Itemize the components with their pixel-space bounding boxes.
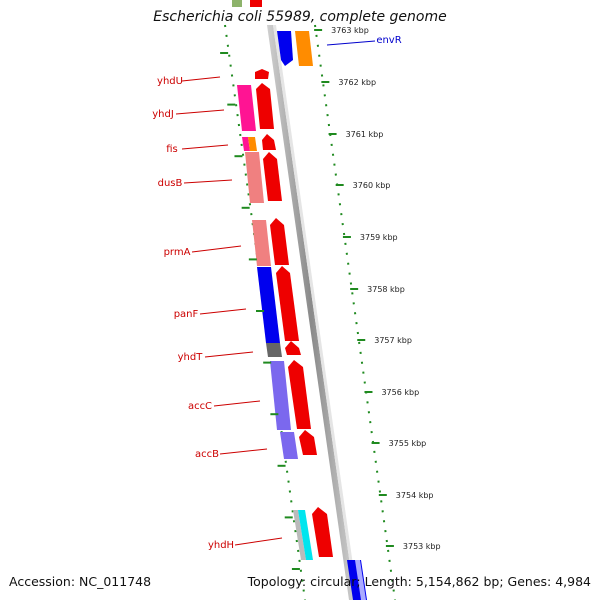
arrow-accB xyxy=(299,430,317,455)
scale-label: 3760 kbp xyxy=(353,181,391,190)
gene-block-envR xyxy=(295,31,313,66)
arrow-dusB xyxy=(263,152,282,201)
gene-leader-yhdJ xyxy=(175,109,225,115)
gene-block-prmA xyxy=(252,220,271,266)
gene-leader-prmA xyxy=(191,245,242,253)
right-boundary xyxy=(314,24,396,600)
scale-label: 3762 kbp xyxy=(338,78,376,87)
scale-label: 3758 kbp xyxy=(367,285,405,294)
partial-gene-olive xyxy=(232,0,242,7)
accession-text: Accession: NC_011748 xyxy=(9,574,152,589)
gene-block-panF xyxy=(257,267,280,343)
scale-label: 3754 kbp xyxy=(396,491,434,500)
gene-label-prmA: prmA xyxy=(164,247,191,258)
scale-label: 3753 kbp xyxy=(403,542,441,551)
arrow-yhdH xyxy=(312,507,333,557)
arrow-panF xyxy=(276,266,299,341)
gene-block-accB xyxy=(280,432,298,459)
genome-title: Escherichia coli 55989, complete genome xyxy=(153,9,447,25)
gene-block-fis-2 xyxy=(248,137,257,151)
gene-leader-envR xyxy=(326,40,376,46)
gene-label-accB: accB xyxy=(195,449,219,460)
scale-label: 3759 kbp xyxy=(360,233,398,242)
gene-leader-yhdU xyxy=(181,76,221,82)
gene-label-yhdJ: yhdJ xyxy=(152,109,174,120)
partial-gene-red xyxy=(250,0,262,7)
gene-block-yhdH-1 xyxy=(293,510,306,560)
gene-leader-yhdT xyxy=(204,351,254,358)
gene-block-yhdH-2 xyxy=(298,510,313,560)
gene-block-accC xyxy=(270,361,291,430)
arrow-yhdT xyxy=(285,341,301,355)
scale-label: 3756 kbp xyxy=(381,388,419,397)
arrow-accC xyxy=(288,360,311,429)
gene-block-yhdT xyxy=(266,343,282,357)
gene-label-yhdU: yhdU xyxy=(157,76,183,87)
gene-leader-dusB xyxy=(183,179,233,184)
scale-label: 3755 kbp xyxy=(389,439,427,448)
gene-leader-accC xyxy=(213,400,261,407)
scale-label: 3757 kbp xyxy=(374,336,412,345)
arrow-yhdU xyxy=(255,69,269,79)
gene-block-bottom-right-2 xyxy=(355,560,366,600)
arrow-fis xyxy=(262,134,276,150)
gene-label-envR: envR xyxy=(376,35,401,46)
genome-backbone xyxy=(267,25,355,600)
gene-leader-fis xyxy=(181,144,229,150)
gene-block-envR-blue xyxy=(277,31,293,66)
topology-text: Topology: circular; Length: 5,154,862 bp… xyxy=(247,574,591,589)
gene-label-accC: accC xyxy=(188,401,212,412)
gene-leader-panF xyxy=(199,308,247,315)
gene-block-fis xyxy=(242,137,250,151)
gene-label-yhdT: yhdT xyxy=(178,352,204,363)
scale-label: 3761 kbp xyxy=(346,130,384,139)
arrow-yhdJ xyxy=(256,83,274,129)
gene-label-yhdH: yhdH xyxy=(208,540,234,551)
arrow-prmA xyxy=(270,218,289,265)
gene-label-fis: fis xyxy=(166,144,178,155)
genome-backbone-edge xyxy=(273,25,358,600)
gene-block-yhdJ xyxy=(237,85,256,131)
gene-leader-accB xyxy=(219,448,268,455)
gene-label-panF: panF xyxy=(174,309,199,320)
gene-leader-yhdH xyxy=(234,537,283,546)
gene-label-dusB: dusB xyxy=(158,178,183,189)
gene-block-dusB xyxy=(245,152,264,203)
scale-label: 3763 kbp xyxy=(331,26,369,35)
